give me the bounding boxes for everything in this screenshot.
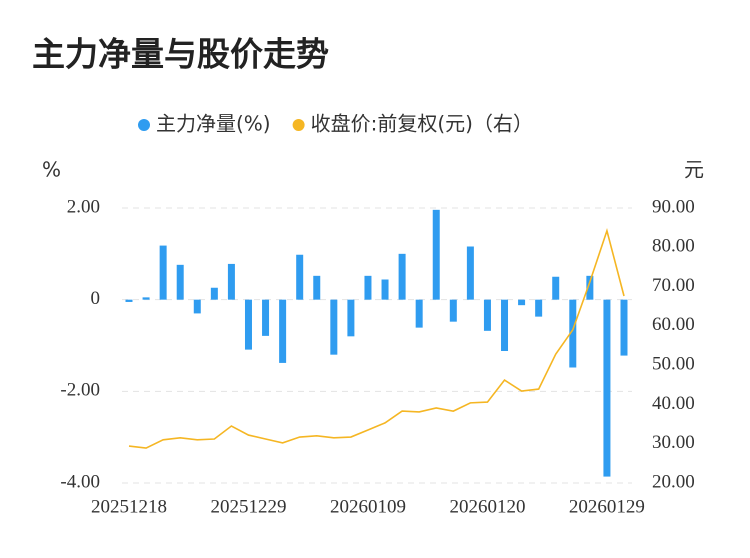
y-tick-label: -2.00	[60, 380, 100, 401]
bar	[449, 299, 457, 322]
y2-tick-label: 70.00	[652, 275, 695, 296]
x-tick-label: 20260109	[330, 496, 406, 517]
bar	[364, 275, 372, 300]
bar	[262, 299, 270, 336]
bar	[466, 246, 474, 300]
bar	[313, 275, 321, 300]
x-tick-label: 20260120	[449, 496, 525, 517]
x-tick-label: 20251229	[210, 496, 286, 517]
bar	[279, 299, 287, 363]
bar	[620, 299, 628, 356]
legend-marker	[138, 119, 150, 131]
y-axis-unit: %	[42, 158, 61, 182]
bar	[518, 299, 526, 306]
bar	[227, 263, 235, 300]
bar	[210, 287, 218, 300]
y2-tick-label: 60.00	[652, 314, 695, 335]
legend-marker	[292, 119, 305, 131]
bar	[415, 299, 423, 328]
y-tick-label: 2.00	[67, 196, 100, 217]
bar	[296, 254, 304, 300]
bar	[569, 299, 577, 368]
bar	[176, 264, 184, 300]
y2-tick-label: 50.00	[652, 354, 695, 375]
y2-tick-label: 80.00	[652, 236, 695, 257]
y2-axis-unit: 元	[684, 158, 704, 182]
bar	[535, 299, 543, 317]
y2-tick-label: 30.00	[652, 432, 695, 453]
legend-label: 收盘价:前复权(元)（右）	[311, 112, 533, 136]
bar	[483, 299, 491, 331]
y2-tick-label: 20.00	[652, 471, 695, 492]
chart-title: 主力净量与股价走势	[32, 35, 329, 74]
price-line	[128, 227, 625, 449]
y-tick-label: 0	[91, 288, 101, 309]
bar	[244, 299, 252, 350]
bar	[381, 279, 389, 300]
bar	[552, 276, 560, 300]
bar	[603, 299, 611, 477]
x-tick-label: 20260129	[569, 496, 645, 517]
bar	[347, 299, 355, 337]
bar	[159, 245, 167, 300]
bar	[432, 209, 440, 300]
bar	[398, 253, 406, 300]
legend-label: 主力净量(%)	[156, 112, 271, 136]
bar	[586, 275, 594, 300]
x-tick-label: 20251218	[91, 496, 167, 517]
bar	[330, 299, 338, 355]
bar	[125, 299, 133, 302]
bar	[501, 299, 509, 351]
y2-tick-label: 40.00	[652, 393, 695, 414]
bar	[142, 297, 150, 300]
y2-tick-label: 90.00	[652, 196, 695, 217]
y-tick-label: -4.00	[60, 471, 100, 492]
bar	[193, 299, 201, 314]
